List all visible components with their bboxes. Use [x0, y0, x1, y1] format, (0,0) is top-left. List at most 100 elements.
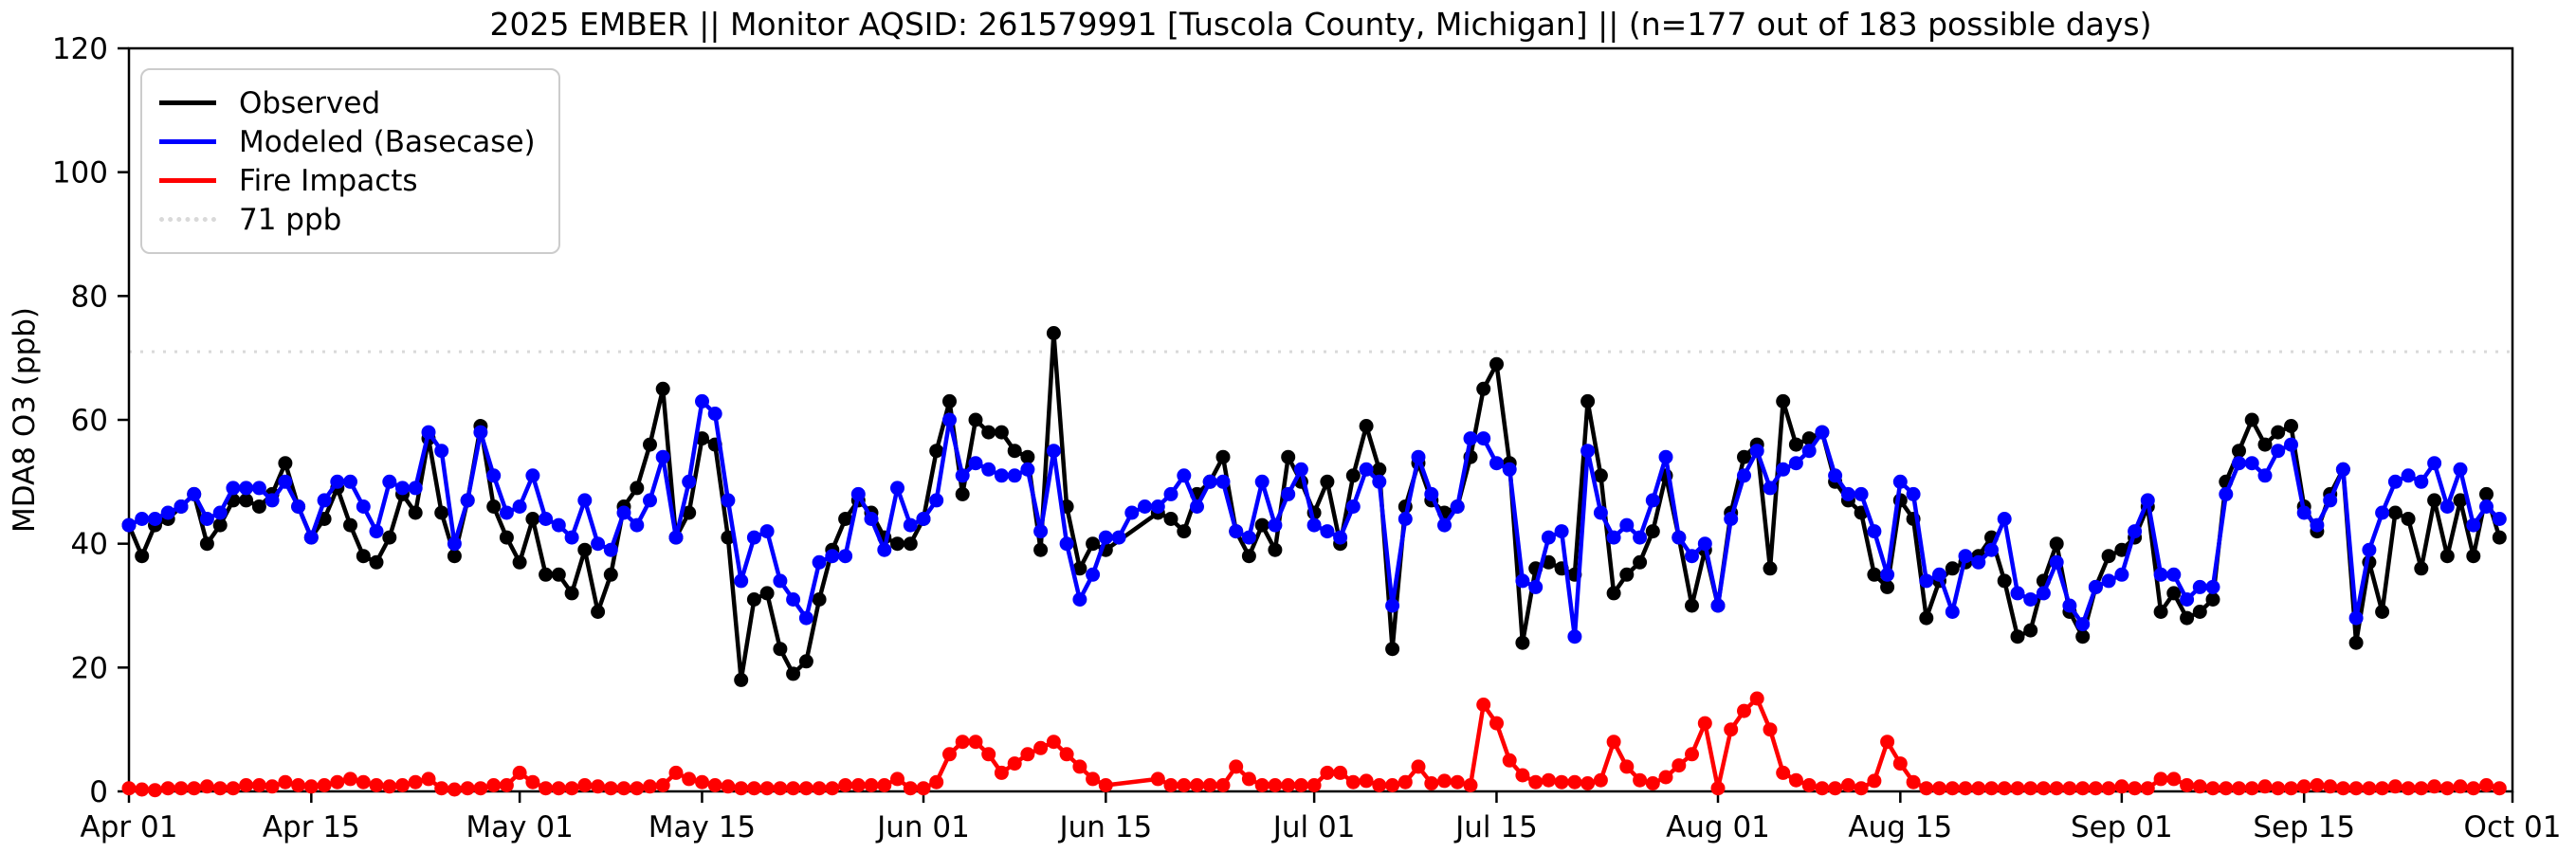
modeled-basecase-marker	[1945, 605, 1960, 619]
fire-impacts-marker	[1007, 756, 1022, 771]
x-tick-label: Jun 01	[875, 810, 970, 844]
modeled-basecase-marker	[1697, 536, 1712, 552]
observed-marker	[903, 536, 918, 552]
observed-marker	[1619, 567, 1635, 582]
modeled-basecase-marker	[2479, 499, 2494, 514]
modeled-basecase-marker	[1919, 573, 1934, 589]
observed-marker	[1633, 554, 1648, 570]
modeled-basecase-marker	[199, 512, 214, 526]
fire-impacts-marker	[1633, 772, 1648, 788]
modeled-basecase-marker	[291, 499, 306, 514]
modeled-basecase-marker	[668, 530, 684, 545]
fire-impacts-marker	[2023, 781, 2038, 796]
y-tick-label: 100	[52, 156, 108, 191]
observed-marker	[838, 512, 853, 526]
modeled-basecase-marker	[1033, 524, 1049, 539]
fire-impacts-marker	[1437, 773, 1452, 789]
observed-marker	[2114, 542, 2129, 557]
fire-impacts-marker	[1801, 778, 1817, 792]
modeled-basecase-marker	[1424, 486, 1439, 501]
modeled-basecase-marker	[551, 517, 566, 533]
modeled-basecase-marker	[1672, 530, 1687, 545]
modeled-basecase-marker	[1567, 629, 1582, 644]
x-tick-label: May 01	[466, 810, 573, 844]
modeled-basecase-marker	[1202, 474, 1217, 489]
modeled-basecase-marker	[2414, 474, 2429, 489]
observed-marker	[539, 567, 554, 582]
modeled-basecase-marker	[1463, 431, 1478, 446]
fire-impacts-marker	[655, 778, 670, 792]
fire-impacts-marker	[1880, 735, 1895, 750]
fire-impacts-marker	[1333, 765, 1348, 780]
observed-marker	[2205, 592, 2220, 607]
fire-impacts-marker	[1672, 758, 1687, 773]
fire-impacts-marker	[603, 781, 618, 796]
modeled-basecase-marker	[1138, 499, 1152, 514]
fire-impacts-marker	[2153, 771, 2168, 787]
modeled-basecase-marker	[1020, 462, 1035, 477]
observed-marker	[1489, 356, 1504, 372]
modeled-basecase-marker	[838, 549, 853, 564]
fire-impacts-marker	[1945, 781, 1960, 796]
fire-impacts-marker	[1046, 735, 1061, 750]
observed-marker	[2271, 425, 2286, 440]
modeled-basecase-marker	[1749, 444, 1764, 459]
x-tick-label: Apr 15	[263, 810, 360, 844]
fire-impacts-marker	[135, 782, 150, 797]
modeled-basecase-marker	[2271, 444, 2286, 459]
modeled-basecase-marker	[1932, 567, 1946, 582]
modeled-basecase-marker	[2114, 567, 2129, 582]
fire-impacts-marker	[1828, 781, 1843, 796]
legend-label-modeled: Modeled (Basecase)	[239, 124, 536, 159]
threshold-line-sample	[159, 217, 216, 222]
fire-impacts-marker	[1737, 703, 1751, 718]
observed-marker	[1997, 573, 2012, 589]
observed-marker	[2192, 605, 2207, 619]
fire-impacts-marker	[903, 781, 918, 796]
fire-impacts-marker	[486, 778, 502, 792]
observed-marker	[2401, 512, 2416, 526]
modeled-basecase-marker	[2153, 567, 2168, 582]
observed-marker	[577, 542, 593, 557]
modeled-basecase-marker	[447, 536, 462, 552]
fire-impacts-marker	[343, 771, 357, 787]
modeled-basecase-marker	[278, 474, 293, 489]
modeled-basecase-marker	[1880, 567, 1895, 582]
fire-impacts-marker	[1345, 774, 1361, 789]
modeled-basecase-marker	[2180, 592, 2195, 607]
fire-impacts-marker	[1202, 778, 1217, 792]
fire-impacts-marker	[798, 781, 813, 796]
fire-impacts-marker	[2335, 781, 2350, 796]
fire-impacts-marker	[1489, 716, 1504, 731]
modeled-basecase-marker	[408, 481, 423, 496]
x-tick-label: Jun 15	[1057, 810, 1152, 844]
modeled-basecase-marker	[121, 517, 137, 533]
modeled-basecase-marker	[1502, 462, 1517, 477]
fire-impacts-marker	[1190, 778, 1204, 792]
modeled-basecase-marker	[499, 505, 514, 520]
fire-impacts-marker	[460, 781, 475, 796]
legend-item-observed: Observed	[159, 83, 536, 122]
modeled-basecase-marker	[2375, 505, 2390, 520]
y-tick-label: 60	[71, 404, 108, 438]
observed-marker	[994, 425, 1009, 440]
modeled-basecase-marker	[525, 468, 540, 483]
fire-impacts-marker	[734, 781, 749, 796]
modeled-basecase-marker	[212, 505, 228, 520]
fire-impacts-marker	[2049, 781, 2064, 796]
modeled-basecase-marker	[2128, 524, 2143, 539]
fire-impacts-marker	[303, 779, 319, 794]
modeled-basecase-marker	[1724, 512, 1739, 526]
modeled-basecase-marker	[226, 481, 241, 496]
observed-marker	[486, 499, 502, 514]
observed-marker	[2166, 586, 2182, 601]
modeled-basecase-marker	[2453, 462, 2468, 477]
modeled-basecase-marker	[630, 517, 645, 533]
fire-impacts-marker	[212, 781, 228, 796]
fire-impacts-marker	[265, 779, 280, 794]
fire-impacts-marker	[1541, 772, 1556, 788]
modeled-basecase-marker	[890, 481, 904, 496]
fire-impacts-marker	[916, 781, 931, 796]
fire-impacts-marker	[1867, 773, 1882, 789]
modeled-basecase-marker	[2335, 462, 2350, 477]
